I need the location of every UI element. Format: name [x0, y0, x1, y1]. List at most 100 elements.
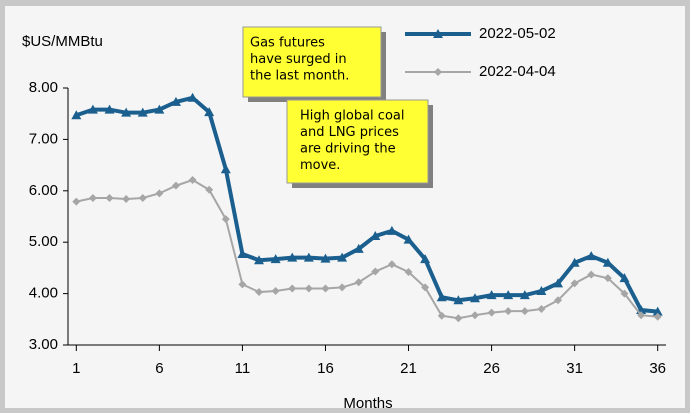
point — [170, 96, 181, 106]
point — [237, 249, 248, 259]
point — [437, 311, 446, 320]
annotation-text: have surged in — [250, 52, 347, 67]
annotation-text: and LNG prices — [300, 125, 399, 140]
point — [353, 243, 364, 253]
x-tick-label: 36 — [649, 360, 666, 377]
point — [255, 288, 264, 297]
point — [303, 252, 314, 262]
point — [586, 251, 597, 261]
x-tick-label: 1 — [72, 360, 80, 377]
point — [337, 252, 348, 262]
y-axis-label: $US/MMBtu — [22, 33, 103, 50]
point — [620, 289, 629, 298]
point — [570, 279, 579, 288]
point — [270, 254, 281, 264]
point — [220, 164, 231, 174]
point — [469, 293, 480, 303]
point — [371, 267, 380, 276]
point — [105, 193, 114, 202]
point — [453, 295, 464, 305]
point — [88, 193, 97, 202]
point — [370, 231, 381, 241]
point — [403, 234, 414, 244]
point — [321, 284, 330, 293]
point — [421, 283, 430, 292]
point — [354, 278, 363, 287]
x-tick-label: 26 — [483, 360, 500, 377]
point — [652, 306, 663, 316]
point — [204, 107, 215, 117]
point — [121, 107, 132, 117]
point — [386, 225, 397, 235]
point — [87, 104, 98, 114]
point — [122, 195, 131, 204]
point — [602, 257, 613, 267]
point — [188, 176, 197, 185]
series-line — [76, 178, 658, 320]
point — [238, 280, 247, 289]
point — [420, 254, 431, 264]
legend-marker — [433, 29, 443, 38]
annotation-text: are driving the — [300, 142, 396, 157]
point — [520, 307, 529, 316]
y-tick-label: 3.00 — [29, 336, 58, 353]
point — [171, 181, 180, 190]
annotation-text: High global coal — [300, 109, 404, 124]
point — [187, 92, 198, 102]
x-tick-label: 31 — [566, 360, 583, 377]
y-tick-label: 7.00 — [29, 130, 58, 147]
annotation-text: the last month. — [250, 69, 349, 84]
point — [304, 284, 313, 293]
point — [205, 185, 214, 194]
legend-marker — [434, 68, 442, 76]
point — [320, 253, 331, 263]
point — [554, 296, 563, 305]
point — [504, 307, 513, 316]
point — [454, 314, 463, 323]
point — [71, 110, 82, 120]
annotation-text: Gas futures — [250, 36, 325, 51]
point — [72, 197, 81, 206]
y-tick-label: 4.00 — [29, 285, 58, 302]
point — [137, 107, 148, 117]
point — [404, 268, 413, 277]
x-tick-label: 16 — [317, 360, 334, 377]
point — [537, 305, 546, 314]
point — [436, 292, 447, 302]
x-tick-label: 11 — [235, 360, 251, 377]
point — [271, 287, 280, 296]
point — [487, 308, 496, 317]
point — [288, 284, 297, 293]
point — [287, 252, 298, 262]
point — [603, 274, 612, 283]
point — [338, 283, 347, 292]
legend-label: 2022-04-04 — [479, 63, 556, 80]
point — [138, 193, 147, 202]
point — [569, 257, 580, 267]
point — [653, 312, 662, 321]
point — [619, 273, 630, 283]
point — [155, 189, 164, 198]
point — [387, 260, 396, 269]
point — [536, 286, 547, 296]
point — [221, 215, 230, 224]
x-tick-label: 21 — [400, 360, 417, 377]
point — [154, 104, 165, 114]
x-axis-label: Months — [343, 395, 392, 412]
point — [519, 290, 530, 300]
point — [254, 255, 265, 265]
y-tick-label: 5.00 — [29, 233, 58, 250]
point — [470, 311, 479, 320]
point — [587, 270, 596, 279]
x-tick-label: 6 — [155, 360, 163, 377]
annotation-box — [242, 26, 382, 98]
point — [503, 290, 514, 300]
annotation-text: move. — [300, 158, 340, 173]
y-tick-label: 8.00 — [29, 79, 58, 96]
point — [637, 311, 646, 320]
point — [486, 290, 497, 300]
point — [104, 104, 115, 114]
